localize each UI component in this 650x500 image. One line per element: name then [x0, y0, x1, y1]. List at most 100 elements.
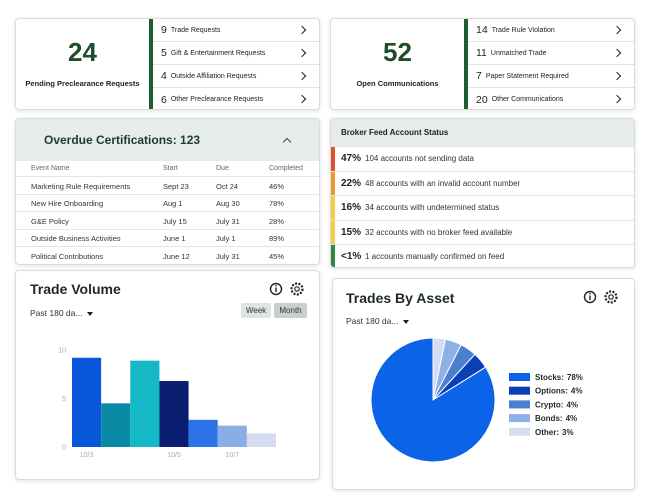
cell: Aug 1: [163, 199, 183, 208]
broker-feed-card: Broker Feed Account Status 47% 104 accoun…: [330, 118, 635, 268]
cell: 78%: [269, 199, 285, 208]
list-row[interactable]: 9 Trade Requests: [153, 19, 319, 42]
table-row: New Hire Onboarding Aug 1 Aug 30 78%: [16, 193, 319, 212]
total: 24: [68, 37, 97, 67]
column-header: Start: [163, 165, 178, 172]
cell: Political Contributions: [31, 251, 104, 261]
column-header: Completed: [269, 165, 303, 172]
label: Trade Rule Violation: [491, 26, 555, 34]
title: Trades By Asset: [346, 290, 455, 306]
column-header: Event Name: [31, 165, 70, 172]
period-dropdown[interactable]: Past 180 da...: [346, 316, 410, 326]
list-row[interactable]: 14 Trade Rule Violation: [468, 19, 634, 42]
total-label: Open Communications: [356, 79, 439, 88]
status-color: [331, 147, 335, 171]
count: 11: [476, 47, 487, 59]
cell: Outside Business Activities: [31, 234, 121, 243]
header: Overdue Certifications: 123: [16, 119, 319, 161]
status-text: 1 accounts manually confirmed on feed: [365, 252, 505, 261]
status-color: [331, 196, 335, 220]
cell: 28%: [269, 216, 285, 226]
count: 4: [161, 70, 167, 82]
divider: [464, 19, 468, 109]
cell: July 15: [163, 216, 187, 226]
label: Other Preclearance Requests: [170, 96, 264, 103]
cell: 89%: [269, 234, 285, 243]
chevron: [612, 25, 622, 35]
percent: 16%: [341, 202, 362, 213]
status-row: <1% 1 accounts manually confirmed on feed: [331, 244, 634, 267]
total: 52: [383, 37, 412, 67]
month-button[interactable]: Month: [274, 303, 307, 318]
status-text: 104 accounts not sending data: [365, 154, 474, 163]
column-header: Due: [216, 165, 229, 172]
divider: [149, 19, 153, 109]
label: Outside Affiliation Requests: [170, 72, 257, 80]
certifications-card: Overdue Certifications: 123 Event Name St…: [15, 118, 320, 265]
list-row[interactable]: 4 Outside Affiliation Requests: [153, 65, 319, 88]
status-color: [331, 220, 335, 244]
collapse[interactable]: [282, 137, 292, 147]
chevron: [297, 71, 307, 81]
status-text: 48 accounts with an invalid account numb…: [365, 178, 521, 188]
count: 7: [476, 70, 482, 82]
percent: 22%: [341, 177, 362, 189]
cell: June 1: [163, 234, 186, 243]
communications-card: 52 Open Communications 14 Trade Rule Viol…: [330, 18, 635, 110]
list: 14 Trade Rule Violation 11 Unmatched Trade 7…: [468, 19, 634, 109]
table-row: Outside Business Activities June 1 July 1 8…: [16, 228, 319, 247]
header: Broker Feed Account Status: [331, 119, 634, 146]
count: 14: [476, 24, 488, 36]
total-label: Pending Preclearance Requests: [25, 79, 140, 88]
list-row[interactable]: 11 Unmatched Trade: [468, 42, 634, 65]
count: 9: [161, 24, 167, 36]
title: Overdue Certifications: 123: [44, 133, 201, 147]
period: Past 180 da...: [30, 308, 83, 318]
cell: Marketing Rule Requirements: [31, 181, 131, 191]
list-row[interactable]: 7 Paper Statement Required: [468, 65, 634, 88]
label: Gift & Entertainment Requests: [170, 49, 266, 57]
label: Unmatched Trade: [490, 49, 547, 57]
cell: New Hire Onboarding: [31, 199, 104, 208]
label: Other Communications: [491, 96, 564, 103]
cell: Oct 24: [216, 181, 239, 191]
trades-by-asset-card: Trades By Asset Past 180 da...: [332, 278, 635, 490]
table-row: G&E Policy July 15 July 31 28%: [16, 211, 319, 229]
trade-volume-card: Trade Volume Past 180 da... Week Month: [15, 270, 320, 480]
list-row[interactable]: 5 Gift & Entertainment Requests: [153, 42, 319, 65]
count: 20: [476, 93, 488, 106]
status-text: 32 accounts with no broker feed availabl…: [365, 227, 513, 237]
cell: July 31: [216, 216, 240, 226]
percent: <1%: [341, 251, 362, 262]
status-color: [331, 171, 335, 195]
count: 5: [161, 47, 167, 59]
week-button[interactable]: Week: [241, 303, 271, 318]
status-row: 16% 34 accounts with undetermined status: [331, 195, 634, 220]
list-row[interactable]: 20 Other Communications: [468, 88, 634, 109]
chevron: [612, 48, 622, 58]
chevron: [612, 94, 622, 104]
title: Trade Volume: [30, 281, 121, 297]
cell: 45%: [269, 251, 285, 261]
table-row: Marketing Rule Requirements Sept 23 Oct 24…: [16, 176, 319, 194]
period-dropdown[interactable]: Past 180 da...: [30, 308, 94, 318]
cell: July 1: [216, 234, 236, 243]
preclearance-card: 24 Pending Preclearance Requests 9 Trade …: [15, 18, 320, 110]
count: 6: [161, 93, 167, 106]
status-row: 15% 32 accounts with no broker feed avail…: [331, 219, 634, 244]
cell: 46%: [269, 181, 285, 191]
title: Broker Feed Account Status: [341, 128, 449, 137]
label: Paper Statement Required: [485, 72, 569, 80]
cell: July 31: [216, 251, 240, 261]
table-row: Political Contributions June 12 July 31 45%: [16, 246, 319, 264]
cell: Sept 23: [163, 181, 189, 191]
period: Past 180 da...: [346, 316, 399, 326]
chevron: [297, 25, 307, 35]
list-row[interactable]: 6 Other Preclearance Requests: [153, 88, 319, 109]
chevron: [297, 94, 307, 104]
status-text: 34 accounts with undetermined status: [365, 203, 500, 212]
cell: June 12: [163, 251, 190, 261]
percent: 15%: [341, 226, 362, 238]
status-row: 22% 48 accounts with an invalid account n…: [331, 170, 634, 195]
